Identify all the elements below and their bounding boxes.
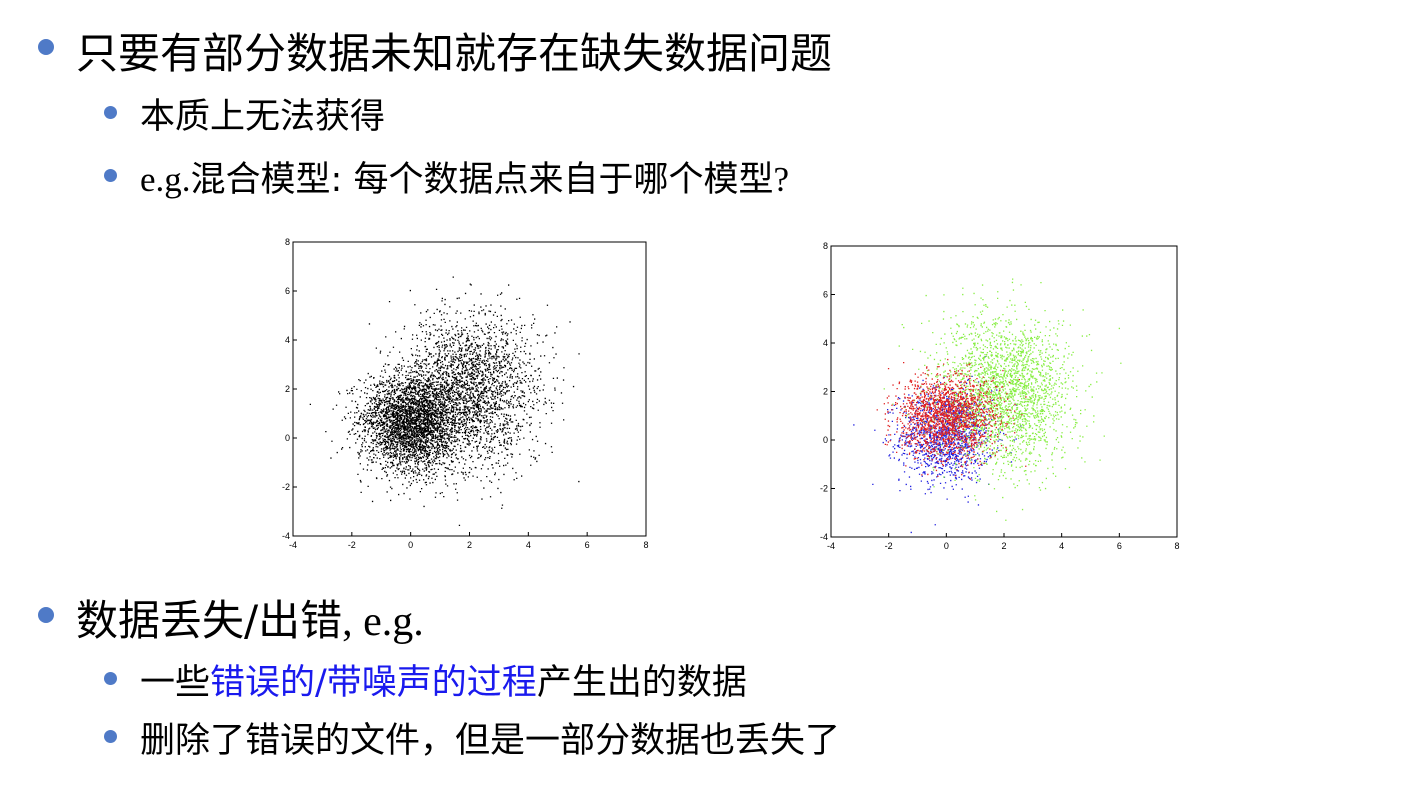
- bullet-dot-icon: [104, 672, 117, 685]
- question-mark: ?: [773, 160, 790, 199]
- bullet-dot-icon: [38, 39, 54, 55]
- y-tick-label: -4: [282, 531, 290, 541]
- y-tick-label: -4: [820, 532, 828, 542]
- text-after: 产生出的数据: [536, 663, 747, 703]
- y-tick-label: 6: [823, 290, 828, 300]
- point-cluster-2: [876, 358, 1027, 480]
- bullet-text: 删除了错误的文件，但是一部分数据也丢失了: [140, 721, 841, 761]
- x-tick-label: 8: [1174, 541, 1179, 551]
- bullet-text: 一些错误的/带噪声的过程产生出的数据: [140, 654, 747, 705]
- x-tick-label: 4: [526, 540, 531, 550]
- text-before: 一些: [140, 663, 211, 703]
- y-tick-label: 4: [285, 335, 290, 345]
- y-tick-label: -2: [282, 482, 290, 492]
- x-tick-label: 2: [467, 540, 472, 550]
- x-tick-label: 6: [1117, 541, 1122, 551]
- y-tick-label: -2: [820, 484, 828, 494]
- x-tick-label: 0: [944, 541, 949, 551]
- scatter-plot-colored: -4 -2 0 2 4 6 8 -4 -2 0 2 4 6 8: [820, 241, 1180, 551]
- x-tick-label: -4: [827, 541, 835, 551]
- bullet-text: 数据丢失/出错, e.g.: [76, 587, 424, 648]
- y-tick-label: 0: [285, 433, 290, 443]
- bullet-dot-icon: [104, 106, 117, 119]
- eg-prefix: e.g.: [140, 160, 191, 199]
- bullet-text: 本质上无法获得: [140, 97, 386, 137]
- y-tick-label: 8: [285, 237, 290, 247]
- x-tick-label: 6: [585, 540, 590, 550]
- x-tick-label: -4: [289, 540, 297, 550]
- bullet-text: 只要有部分数据未知就存在缺失数据问题: [76, 29, 833, 78]
- y-tick-label: 8: [823, 241, 828, 251]
- y-tick-label: 6: [285, 286, 290, 296]
- bullet-main-text: 数据丢失/出错: [76, 596, 343, 645]
- y-tick-label: 4: [823, 338, 828, 348]
- bullet-dot-icon: [38, 607, 54, 623]
- x-tick-label: 2: [1001, 541, 1006, 551]
- axis-ticks: -4 -2 0 2 4 6 8 -4 -2 0 2 4 6 8: [820, 241, 1180, 551]
- y-tick-label: 2: [823, 387, 828, 397]
- x-tick-label: 4: [1059, 541, 1064, 551]
- highlight-text: 错误的/带噪声的过程: [210, 663, 537, 703]
- eg-suffix: , e.g.: [342, 599, 424, 645]
- scatter-plot-unlabeled: -4 -2 0 2 4 6 8 -4 -2 0 2 4 6 8: [282, 237, 649, 550]
- bullet-dot-icon: [104, 730, 117, 743]
- x-tick-label: -2: [885, 541, 893, 551]
- x-tick-label: -2: [348, 540, 356, 550]
- data-points: [853, 278, 1122, 534]
- axis-ticks: -4 -2 0 2 4 6 8 -4 -2 0 2 4 6 8: [282, 237, 649, 550]
- x-tick-label: 8: [643, 540, 648, 550]
- y-tick-label: 0: [823, 435, 828, 445]
- plot-frame: [830, 245, 1178, 538]
- bullet-dot-icon: [104, 169, 117, 182]
- bullet-main-text: 混合模型: 每个数据点来自于哪个模型: [190, 160, 774, 200]
- x-tick-label: 0: [408, 540, 413, 550]
- bullet-text: e.g.混合模型: 每个数据点来自于哪个模型?: [140, 151, 789, 202]
- y-tick-label: 2: [285, 384, 290, 394]
